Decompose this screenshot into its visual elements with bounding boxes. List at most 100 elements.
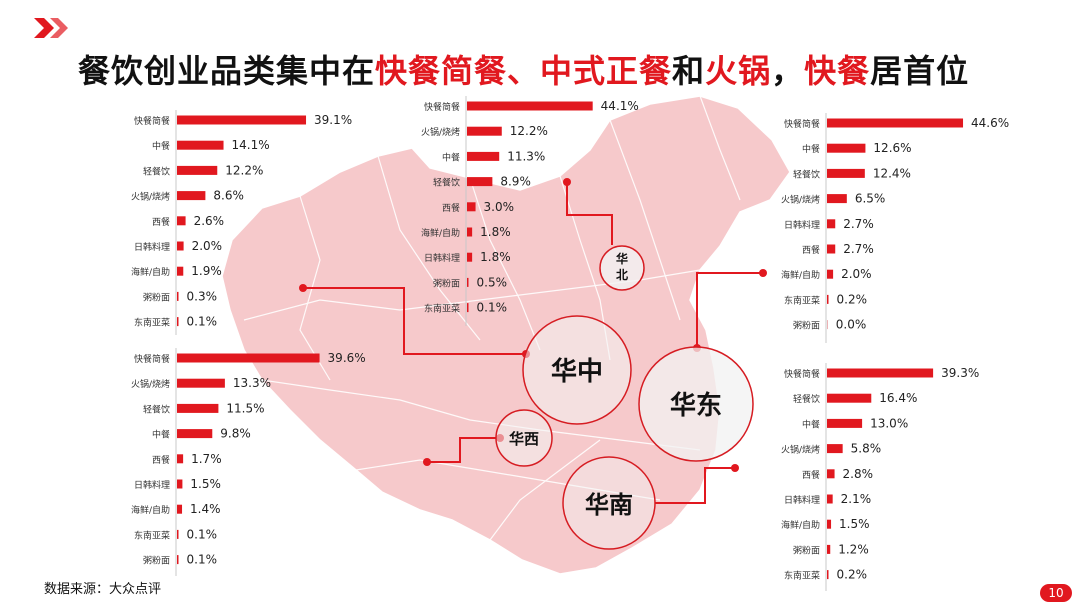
bar bbox=[177, 165, 218, 175]
bar bbox=[467, 177, 493, 187]
category-label: 中餐 bbox=[802, 418, 820, 430]
category-label: 西餐 bbox=[802, 469, 820, 481]
value-label: 44.1% bbox=[601, 99, 639, 113]
region-label-huabei: 华 bbox=[616, 251, 628, 266]
category-label: 日韩料理 bbox=[134, 479, 170, 491]
category-label: 快餐简餐 bbox=[134, 115, 170, 127]
value-label: 2.0% bbox=[841, 267, 872, 281]
value-label: 0.3% bbox=[187, 289, 218, 303]
bar bbox=[827, 244, 836, 254]
bar bbox=[467, 277, 469, 287]
brand-arrows-icon bbox=[34, 18, 68, 38]
category-label: 粥粉面 bbox=[143, 555, 170, 567]
category-label: 西餐 bbox=[442, 202, 460, 214]
category-label: 火锅/烧烤 bbox=[421, 126, 460, 138]
category-label: 海鲜/自助 bbox=[781, 519, 820, 531]
category-label: 轻餐饮 bbox=[793, 393, 820, 405]
province-borders bbox=[243, 95, 741, 541]
bar bbox=[177, 454, 184, 464]
category-label: 中餐 bbox=[152, 429, 170, 441]
value-label: 1.5% bbox=[839, 517, 870, 531]
value-label: 3.0% bbox=[484, 200, 515, 214]
bar bbox=[827, 118, 964, 128]
value-label: 9.8% bbox=[220, 427, 251, 441]
category-label: 日韩料理 bbox=[424, 252, 460, 264]
value-label: 1.4% bbox=[190, 502, 221, 516]
value-label: 2.7% bbox=[843, 217, 874, 231]
bar bbox=[177, 115, 307, 125]
value-label: 8.6% bbox=[213, 189, 244, 203]
value-label: 39.3% bbox=[941, 366, 979, 380]
title-highlight: 火锅 bbox=[705, 52, 772, 90]
title-highlight: 快餐简餐、 bbox=[375, 52, 541, 90]
bar-chart-huazhong: 快餐简餐 39.1% 中餐 14.1% 轻餐饮 12.2% 火锅/烧烤 8.6% 西餐 2.6% 日… bbox=[131, 110, 352, 335]
category-label: 东南亚菜 bbox=[784, 294, 820, 306]
value-label: 14.1% bbox=[232, 138, 270, 152]
page-number-badge: 10 bbox=[1040, 584, 1072, 602]
value-label: 11.3% bbox=[507, 149, 545, 163]
category-label: 中餐 bbox=[442, 151, 460, 163]
region-label-huabei-2: 北 bbox=[616, 267, 628, 282]
category-label: 粥粉面 bbox=[793, 320, 820, 332]
value-label: 44.6% bbox=[971, 116, 1009, 130]
category-label: 日韩料理 bbox=[784, 219, 820, 231]
region-label-huadong: 华东 bbox=[670, 390, 722, 421]
bar bbox=[177, 555, 179, 565]
value-label: 13.3% bbox=[233, 376, 271, 390]
data-source-note: 数据来源：大众点评 bbox=[44, 582, 162, 597]
value-label: 8.9% bbox=[500, 175, 531, 189]
category-label: 粥粉面 bbox=[143, 291, 170, 303]
category-label: 粥粉面 bbox=[433, 277, 460, 289]
value-label: 1.5% bbox=[190, 477, 221, 491]
category-label: 东南亚菜 bbox=[784, 570, 820, 582]
value-label: 12.4% bbox=[873, 166, 911, 180]
bar bbox=[827, 494, 833, 504]
category-label: 快餐简餐 bbox=[784, 118, 820, 130]
title-part: 和 bbox=[672, 52, 706, 90]
bar bbox=[827, 294, 829, 304]
bar bbox=[177, 378, 225, 388]
bar bbox=[467, 252, 473, 262]
region-label-huazhong: 华中 bbox=[551, 356, 603, 387]
bar bbox=[827, 219, 836, 229]
category-label: 东南亚菜 bbox=[424, 303, 460, 315]
region-huadong: 华东 bbox=[638, 346, 754, 462]
bar bbox=[827, 320, 828, 330]
value-label: 13.0% bbox=[870, 416, 908, 430]
value-label: 2.0% bbox=[192, 239, 223, 253]
bar-chart-huanan: 快餐简餐 39.3% 轻餐饮 16.4% 中餐 13.0% 火锅/烧烤 5.8% 西餐 2.8% 日… bbox=[781, 363, 979, 591]
category-label: 东南亚菜 bbox=[134, 317, 170, 329]
category-label: 中餐 bbox=[152, 140, 170, 152]
bar bbox=[177, 403, 219, 413]
bar bbox=[177, 241, 184, 251]
category-label: 火锅/烧烤 bbox=[131, 191, 170, 203]
value-label: 2.8% bbox=[843, 467, 874, 481]
region-huazhong: 华中 bbox=[522, 315, 632, 425]
bar bbox=[177, 504, 183, 514]
value-label: 0.1% bbox=[477, 301, 508, 315]
value-label: 6.5% bbox=[855, 192, 886, 206]
value-label: 1.8% bbox=[480, 250, 511, 264]
value-label: 12.2% bbox=[225, 163, 263, 177]
bar bbox=[177, 266, 184, 276]
category-label: 西餐 bbox=[802, 244, 820, 256]
bar bbox=[177, 353, 320, 363]
value-label: 0.2% bbox=[837, 292, 868, 306]
bar bbox=[827, 269, 834, 279]
region-label-huaxi: 华西 bbox=[509, 430, 539, 448]
category-label: 轻餐饮 bbox=[143, 165, 170, 177]
bar bbox=[827, 143, 866, 153]
value-label: 16.4% bbox=[879, 391, 917, 405]
value-label: 0.0% bbox=[836, 318, 867, 332]
value-label: 1.9% bbox=[191, 264, 222, 278]
bar bbox=[177, 291, 179, 301]
bar bbox=[827, 418, 863, 428]
page-title: 餐饮创业品类集中在快餐简餐、中式正餐和火锅，快餐居首位 bbox=[78, 46, 969, 92]
value-label: 11.5% bbox=[226, 401, 264, 415]
category-label: 海鲜/自助 bbox=[131, 504, 170, 516]
region-label-huanan: 华南 bbox=[585, 491, 633, 519]
value-label: 12.6% bbox=[873, 141, 911, 155]
value-label: 1.2% bbox=[838, 542, 869, 556]
value-label: 2.7% bbox=[843, 242, 874, 256]
